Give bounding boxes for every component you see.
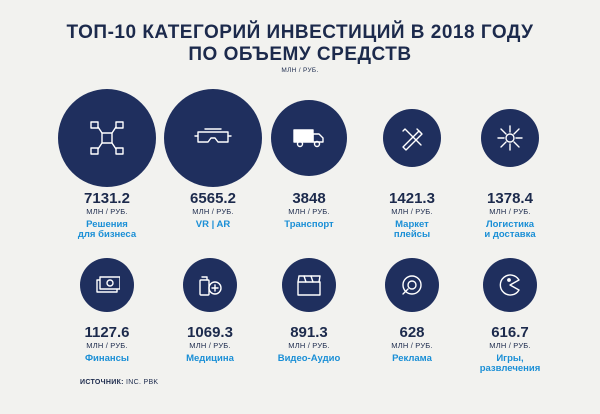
- category-label-line: Видео-Аудио: [277, 353, 341, 364]
- category-bubble: [385, 258, 439, 312]
- source-note: ИСТОЧНИК: INC. PBK: [80, 379, 158, 386]
- category-unit: МЛН / РУБ.: [489, 341, 531, 350]
- category-label-line: Реклама: [392, 353, 432, 364]
- category-bubble: [183, 258, 237, 312]
- title-line-1: ТОП-10 КАТЕГОРИЙ ИНВЕСТИЦИЙ В 2018 ГОДУ: [66, 22, 534, 43]
- clapperboard-icon: [295, 273, 323, 297]
- category-bubble: [481, 109, 539, 167]
- unit-caption: МЛН / РУБ.: [281, 67, 319, 74]
- category-label-line: Игры,: [496, 353, 524, 364]
- category-value: 891.3: [290, 324, 328, 341]
- category-bubble: [483, 258, 537, 312]
- category-unit: МЛН / РУБ.: [86, 341, 128, 350]
- category-bubble: [271, 100, 347, 176]
- category-value: 1421.3: [389, 190, 435, 207]
- network-icon: [87, 118, 127, 158]
- category-label: Транспорт: [249, 220, 369, 230]
- medicine-icon: [197, 272, 223, 298]
- category-label-line: Финансы: [84, 353, 130, 364]
- category-label: Медицина: [150, 354, 270, 364]
- category-label-line: для бизнеса: [77, 229, 137, 240]
- category-unit: МЛН / РУБ.: [391, 341, 433, 350]
- category-value: 628: [399, 324, 425, 341]
- category-label-line: Логистика: [485, 219, 535, 230]
- category-value: 1069.3: [187, 324, 233, 341]
- source-value: INC. PBK: [126, 379, 159, 386]
- category-label-line: и доставка: [484, 229, 536, 240]
- category-unit: МЛН / РУБ.: [288, 341, 330, 350]
- category-unit: МЛН / РУБ.: [391, 207, 433, 216]
- category-label: Реклама: [352, 354, 472, 364]
- category-label-line: Маркет: [395, 219, 429, 230]
- category-bubble: [282, 258, 336, 312]
- category-label: Решения для бизнеса: [47, 220, 167, 240]
- category-unit: МЛН / РУБ.: [288, 207, 330, 216]
- category-value: 7131.2: [84, 190, 130, 207]
- category-label-line: Транспорт: [284, 219, 334, 230]
- category-value: 3848: [292, 190, 326, 207]
- category-label: Маркет плейсы: [352, 220, 472, 240]
- chart-title: ТОП-10 КАТЕГОРИЙ ИНВЕСТИЦИЙ В 2018 ГОДУ …: [0, 22, 600, 66]
- category-label-line: плейсы: [393, 229, 431, 240]
- truck-icon: [292, 127, 326, 149]
- source-label: ИСТОЧНИК:: [80, 379, 124, 386]
- category-label-line: развлечения: [479, 363, 541, 374]
- category-unit: МЛН / РУБ.: [189, 341, 231, 350]
- money-icon: [94, 274, 120, 296]
- tools-icon: [399, 125, 425, 151]
- category-label: VR | AR: [153, 220, 273, 230]
- category-label: Логистика и доставка: [450, 220, 570, 240]
- category-unit: МЛН / РУБ.: [192, 207, 234, 216]
- category-unit: МЛН / РУБ.: [489, 207, 531, 216]
- category-value: 616.7: [491, 324, 529, 341]
- category-bubble: [80, 258, 134, 312]
- megaphone-icon: [399, 272, 425, 298]
- logistics-icon: [496, 124, 524, 152]
- category-label-line: VR | AR: [195, 219, 231, 230]
- category-label-line: Медицина: [186, 353, 234, 364]
- category-value: 1378.4: [487, 190, 533, 207]
- category-bubble: [58, 89, 156, 187]
- vr-headset-icon: [193, 126, 233, 150]
- pacman-icon: [497, 272, 523, 298]
- category-bubble: [164, 89, 262, 187]
- category-bubble: [383, 109, 441, 167]
- category-label: Видео-Аудио: [249, 354, 369, 364]
- category-label: Игры, развлечения: [450, 354, 570, 374]
- category-label-line: Решения: [86, 219, 128, 230]
- category-value: 6565.2: [190, 190, 236, 207]
- category-value: 1127.6: [84, 324, 130, 341]
- category-unit: МЛН / РУБ.: [86, 207, 128, 216]
- title-line-2: ПО ОБЪЕМУ СРЕДСТВ: [188, 44, 412, 65]
- category-label: Финансы: [47, 354, 167, 364]
